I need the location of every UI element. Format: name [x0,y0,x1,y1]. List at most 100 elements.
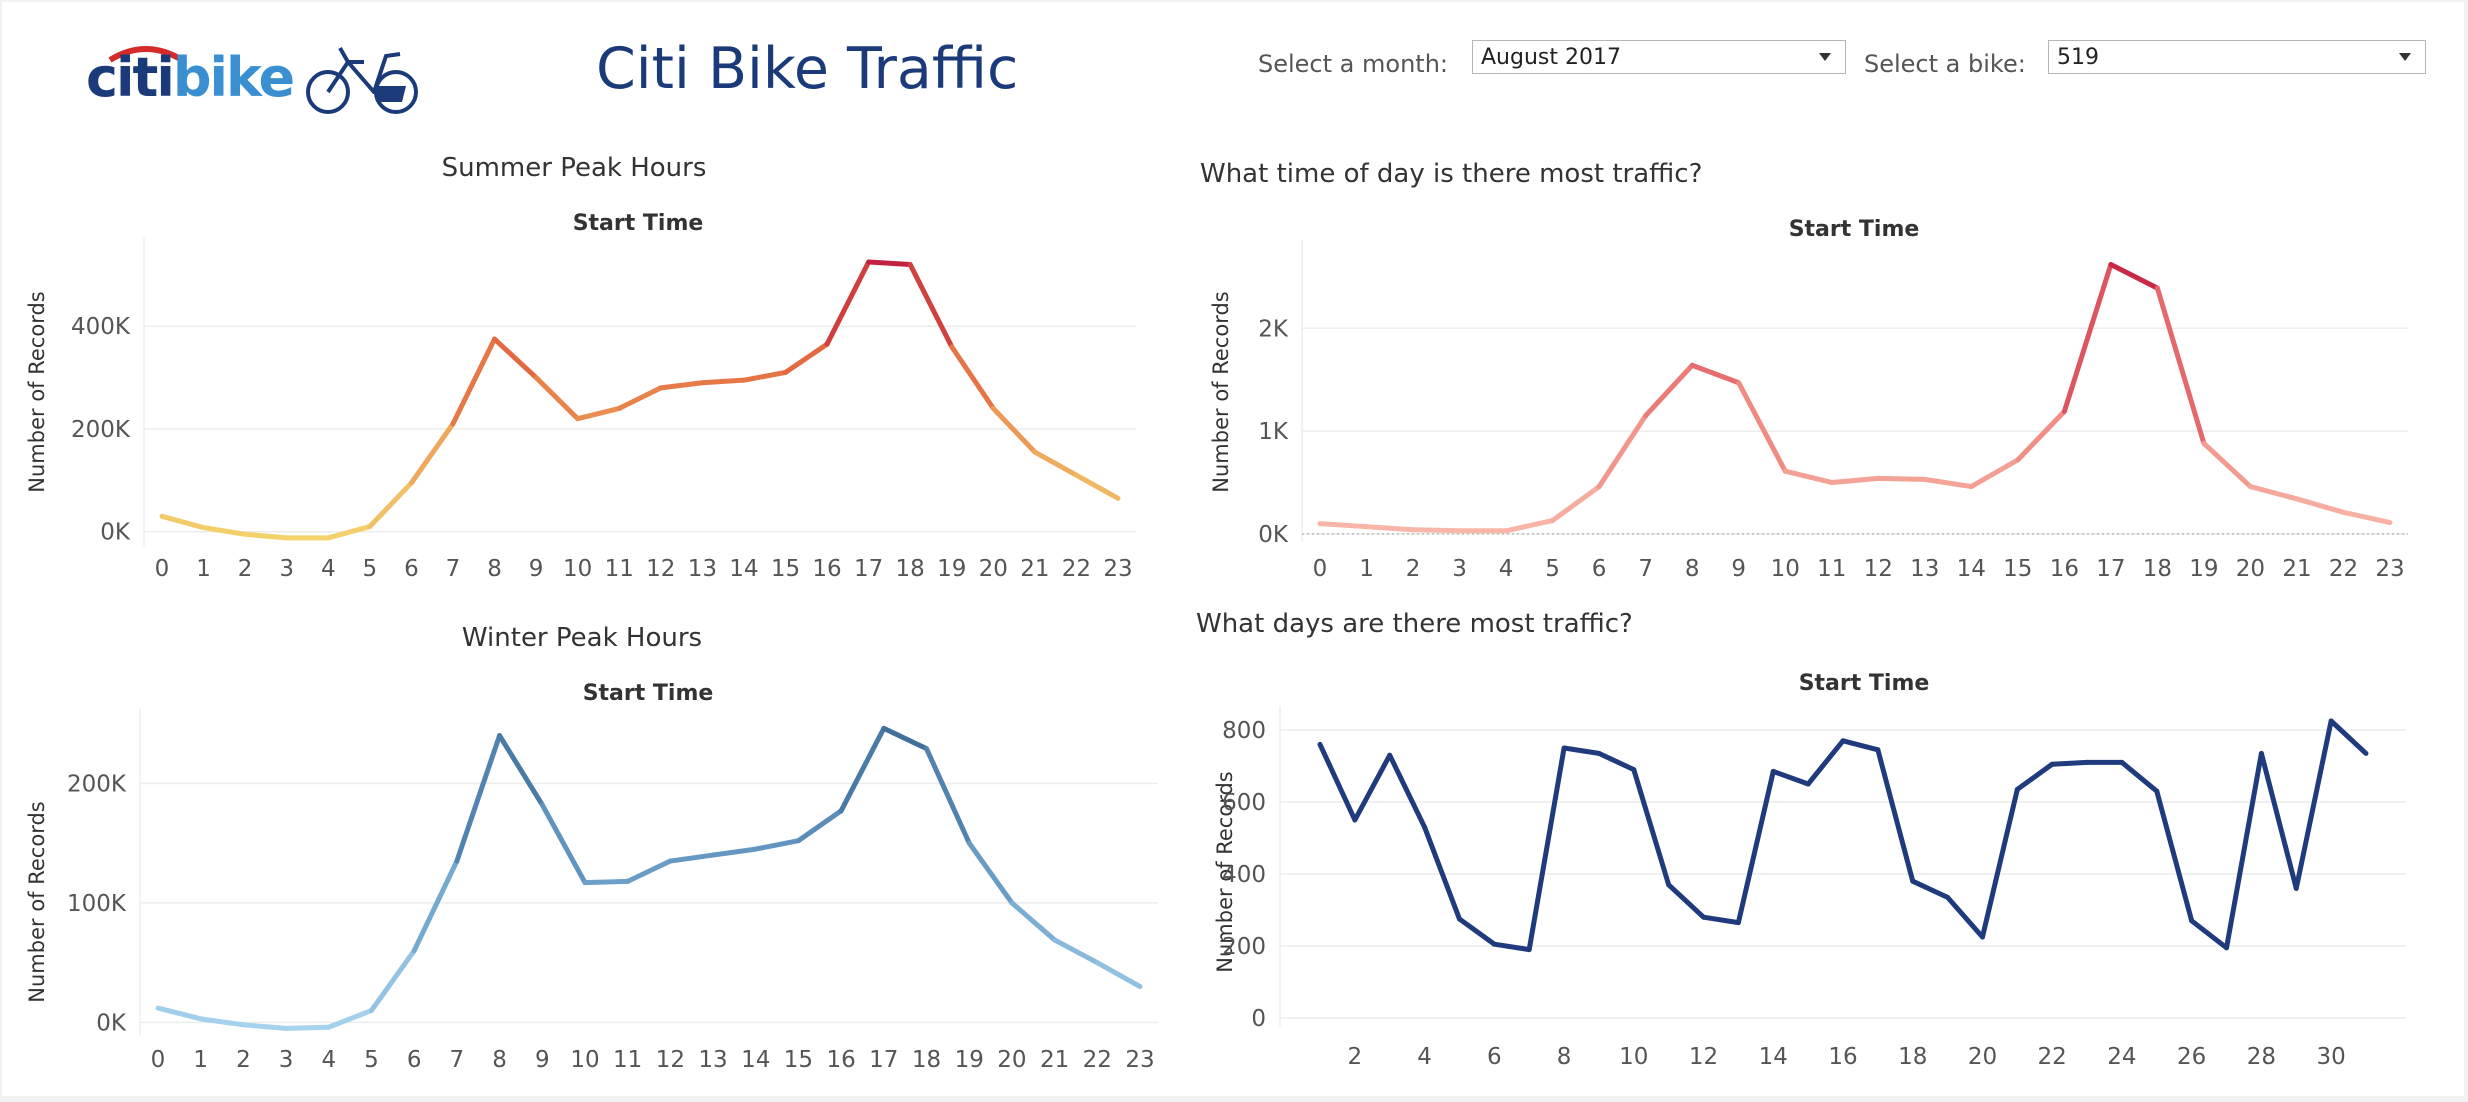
series-line-segment [159,513,207,531]
series-line-segment [1596,750,1637,773]
x-tick-label: 14 [1759,1044,1788,1070]
x-tick-label: 26 [2177,1044,2206,1070]
y-tick-label: 200K [67,771,127,797]
month-filter-label: Select a month: [1258,50,1448,78]
days-traffic-chart: What days are there most traffic? Start T… [1196,609,2406,1070]
series-line-segment [658,380,705,391]
series-line-segment [1689,362,1742,386]
month-select[interactable]: August 2017 [1472,40,1846,74]
series-line-segment [2154,788,2195,924]
series-line-segment [1770,768,1811,787]
series-line-segment [2201,440,2253,490]
y-tick-label: 0K [100,520,131,546]
x-tick-label: 7 [1638,556,1653,582]
series-line-segment [2154,285,2207,446]
series-line-segment [2293,718,2334,891]
series-line-segment [1491,941,1532,953]
series-line-segment [198,1016,246,1028]
series-line-segment [1032,449,1079,478]
series-line-segment [2189,918,2230,951]
y-tick-label: 1K [1258,419,1289,445]
x-tick-label: 7 [450,1047,465,1073]
x-tick-label: 0 [1313,556,1328,582]
series-line-segment [795,808,844,844]
x-tick-label: 3 [279,556,294,582]
y-tick-label: 100K [67,891,127,917]
x-tick-label: 6 [404,556,419,582]
x-tick-label: 20 [2236,556,2265,582]
series-line-segment [2328,718,2369,756]
x-tick-label: 7 [446,556,461,582]
x-tick-label: 6 [1592,556,1607,582]
series-line-segment [2247,484,2300,502]
series-line-segment [782,341,830,375]
y-axis-label: Number of Records [25,801,49,1002]
series-line-segment [1526,745,1567,953]
series-line-segment [1875,747,1916,884]
x-tick-label: 8 [1685,556,1700,582]
series-line-segment [492,336,539,381]
series-line-segment [497,733,545,808]
x-tick-label: 17 [2096,556,2125,582]
series-line-segment [408,421,456,486]
chart-subtitle: Start Time [583,681,714,706]
x-tick-label: 12 [646,556,675,582]
x-tick-label: 12 [1864,556,1893,582]
series-line-segment [240,1022,289,1031]
x-tick-label: 2 [236,1047,251,1073]
series-line-segment [1352,752,1393,823]
x-tick-label: 8 [487,556,502,582]
series-line-segment [1910,878,1951,900]
series-line-segment [1805,738,1846,787]
x-tick-label: 17 [854,556,883,582]
x-tick-label: 18 [896,556,925,582]
logo-bike-text: bike [172,46,295,109]
series-line-segment [1596,413,1649,490]
x-tick-label: 14 [729,556,758,582]
series-line-segment [1317,741,1358,823]
series-line-segment [326,1007,374,1030]
x-tick-label: 15 [2003,556,2032,582]
logo-citi-text: citi [86,46,175,109]
series-line-segment [966,840,1015,906]
series-line-segment [1840,738,1881,753]
series-line-segment [1410,527,1463,534]
x-tick-label: 6 [1487,1044,1502,1070]
series-line-segment [450,336,498,427]
series-line-segment [283,1024,332,1031]
x-tick-label: 10 [563,556,592,582]
series-line-segment [881,725,930,752]
y-tick-label: 600 [1222,790,1266,816]
x-tick-label: 21 [2282,556,2311,582]
series-line-segment [2049,759,2090,767]
series-line-segment [533,375,581,422]
chart-subtitle: Start Time [1799,671,1930,696]
x-tick-label: 2 [1348,1044,1363,1070]
x-tick-label: 4 [1499,556,1514,582]
x-tick-label: 5 [363,556,378,582]
x-tick-label: 5 [364,1047,379,1073]
x-tick-label: 19 [937,556,966,582]
citibike-logo: citibike [86,42,426,122]
series-line-segment [753,838,801,852]
series-line-segment [741,369,788,383]
winter-peak-hours-chart: Winter Peak Hours Start Time Number of Rec… [25,623,1158,1073]
series-line-segment [1094,960,1143,990]
logo-arc-icon [108,46,184,63]
series-line-segment [539,802,588,886]
x-tick-label: 16 [812,556,841,582]
bike-select[interactable]: 519 [2048,40,2426,74]
series-line-segment [2224,750,2264,951]
chart-subtitle: Start Time [1789,217,1920,242]
x-tick-label: 20 [979,556,1008,582]
x-tick-label: 15 [784,1047,813,1073]
series-line-segment [411,858,460,954]
x-tick-label: 4 [321,1047,336,1073]
x-tick-label: 16 [826,1047,855,1073]
x-tick-label: 18 [1898,1044,1927,1070]
chart-title: Winter Peak Hours [462,623,702,653]
x-tick-label: 15 [771,556,800,582]
x-tick-label: 5 [1545,556,1560,582]
y-tick-label: 200 [1222,934,1266,960]
series-line-segment [1829,475,1881,485]
